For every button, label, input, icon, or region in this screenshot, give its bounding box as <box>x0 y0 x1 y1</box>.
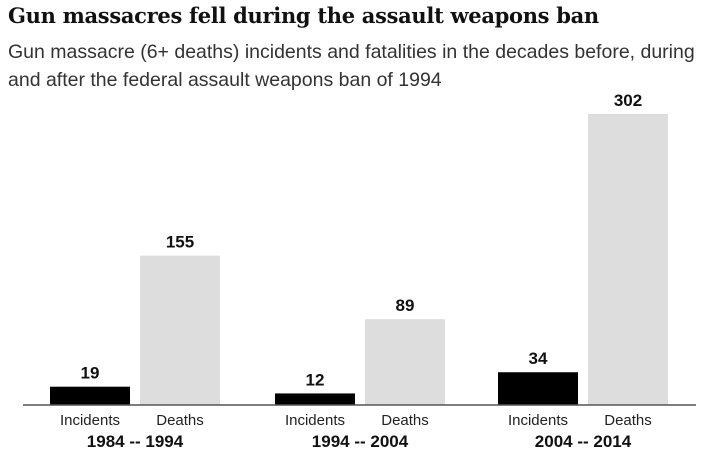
bar-incidents <box>275 393 355 405</box>
data-label: 89 <box>396 296 415 315</box>
chart-title: Gun massacres fell during the assault we… <box>8 3 599 28</box>
bar-deaths <box>365 319 445 405</box>
bar-incidents <box>498 372 578 405</box>
category-label: 2004 -- 2014 <box>535 432 632 451</box>
series-label: Incidents <box>508 412 568 429</box>
data-label: 34 <box>529 349 548 368</box>
data-label: 155 <box>166 233 194 252</box>
chart-subtitle: Gun massacre (6+ deaths) incidents and f… <box>8 41 695 91</box>
series-label: Deaths <box>381 412 429 429</box>
data-label: 302 <box>614 91 642 110</box>
bar-deaths <box>140 255 220 405</box>
category-label: 1994 -- 2004 <box>312 432 409 451</box>
bar-incidents <box>50 386 130 405</box>
series-label: Incidents <box>60 412 120 429</box>
data-label: 12 <box>306 370 325 389</box>
series-label: Incidents <box>285 412 345 429</box>
bar-deaths <box>588 114 668 405</box>
category-label: 1984 -- 1994 <box>87 432 184 451</box>
data-label: 19 <box>81 364 100 383</box>
series-label: Deaths <box>604 412 652 429</box>
series-label: Deaths <box>156 412 204 429</box>
